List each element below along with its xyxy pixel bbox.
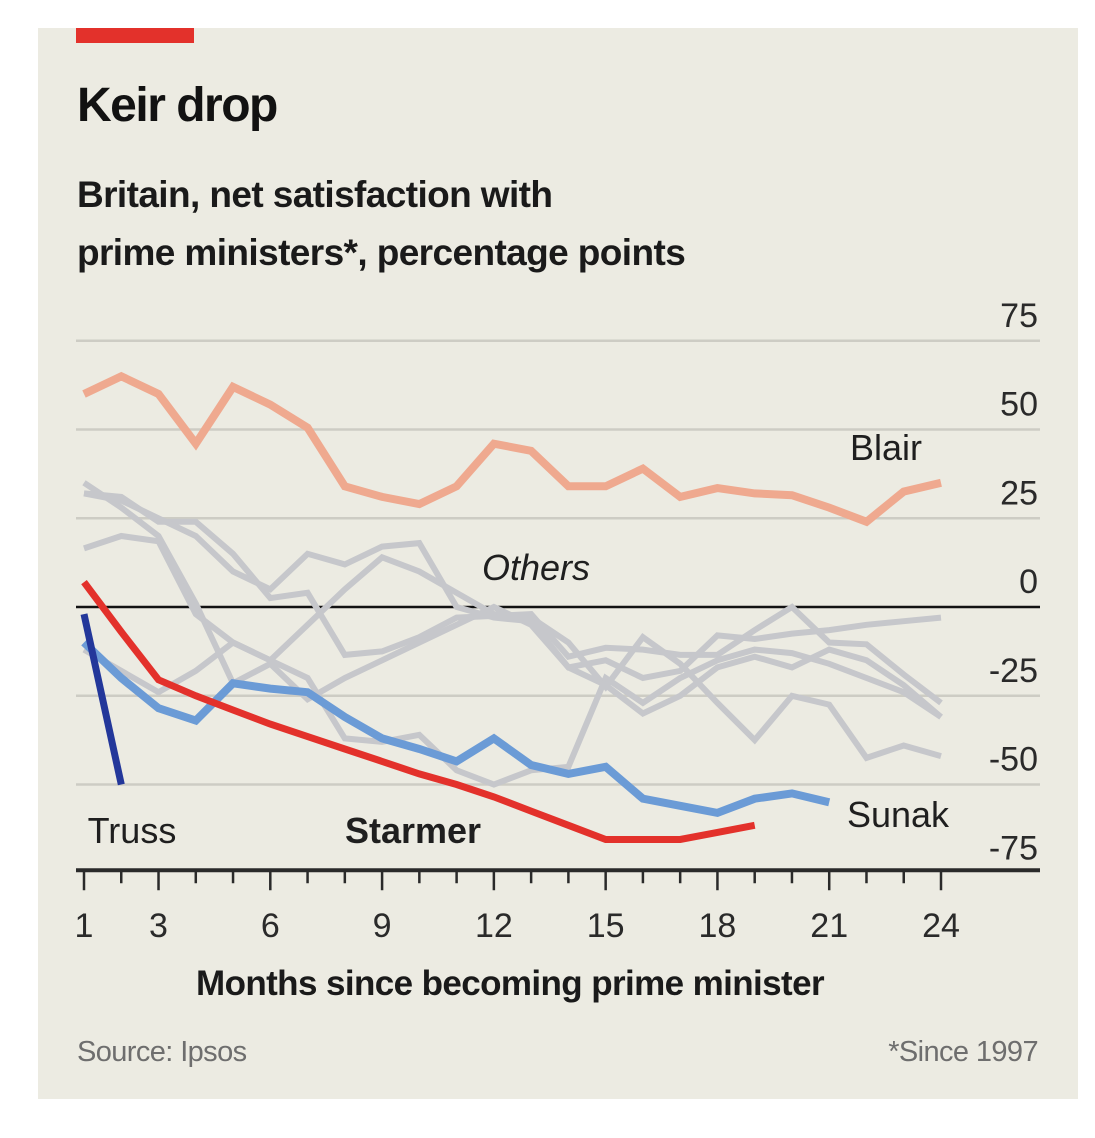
y-tick-label: 50 <box>1000 386 1038 424</box>
x-tick-label: 15 <box>587 907 625 945</box>
x-tick-label: 3 <box>149 907 168 945</box>
chart-title: Keir drop <box>77 79 278 132</box>
y-tick-label: 75 <box>1000 297 1038 335</box>
series-line-others-0 <box>83 490 943 706</box>
series-labels: Others Blair Sunak Truss Starmer <box>88 427 950 851</box>
subtitle-line-1: Britain, net satisfaction with <box>77 174 553 215</box>
label-blair: Blair <box>850 427 922 468</box>
y-tick-label: -75 <box>989 829 1038 867</box>
highlighted-series-group <box>80 371 942 843</box>
y-tick-label: 25 <box>1000 474 1038 512</box>
y-tick-label: -25 <box>989 652 1038 690</box>
series-line-truss <box>80 613 125 786</box>
x-tick-label: 6 <box>261 907 280 945</box>
series-line-starmer <box>81 580 756 843</box>
gridlines <box>76 339 1040 786</box>
footnote: *Since 1997 <box>888 1036 1038 1068</box>
label-truss: Truss <box>88 810 177 851</box>
series-line-others-2 <box>83 532 942 762</box>
x-axis: 1 3 6 9 12 15 18 21 24 <box>75 868 1040 945</box>
label-others: Others <box>482 547 590 588</box>
label-sunak: Sunak <box>847 794 950 835</box>
y-tick-label: 0 <box>1019 563 1038 601</box>
chart-subtitle: Britain, net satisfaction with prime min… <box>77 166 877 282</box>
series-line-sunak <box>81 639 831 818</box>
source-note: Source: Ipsos <box>77 1036 247 1068</box>
x-tick-label: 9 <box>373 907 392 945</box>
accent-bar <box>76 28 194 43</box>
label-starmer: Starmer <box>345 810 481 851</box>
x-tick-label: 1 <box>75 907 94 945</box>
series-line-others-4 <box>83 490 943 720</box>
x-tick-label: 24 <box>922 907 960 945</box>
x-tick-label: 21 <box>810 907 848 945</box>
subtitle-line-2: prime ministers*, percentage points <box>77 232 686 273</box>
y-tick-label: -50 <box>989 741 1038 779</box>
series-line-blair <box>82 371 942 527</box>
x-axis-title: Months since becoming prime minister <box>196 964 825 1003</box>
chart-card <box>38 28 1078 1099</box>
y-axis-tick-labels: 75 50 25 0 -25 -50 -75 <box>989 297 1038 868</box>
series-line-others-3 <box>82 639 943 788</box>
series-line-others-1 <box>82 480 942 704</box>
others-series-group <box>82 480 943 788</box>
x-tick-label: 12 <box>475 907 513 945</box>
x-tick-label: 18 <box>699 907 737 945</box>
